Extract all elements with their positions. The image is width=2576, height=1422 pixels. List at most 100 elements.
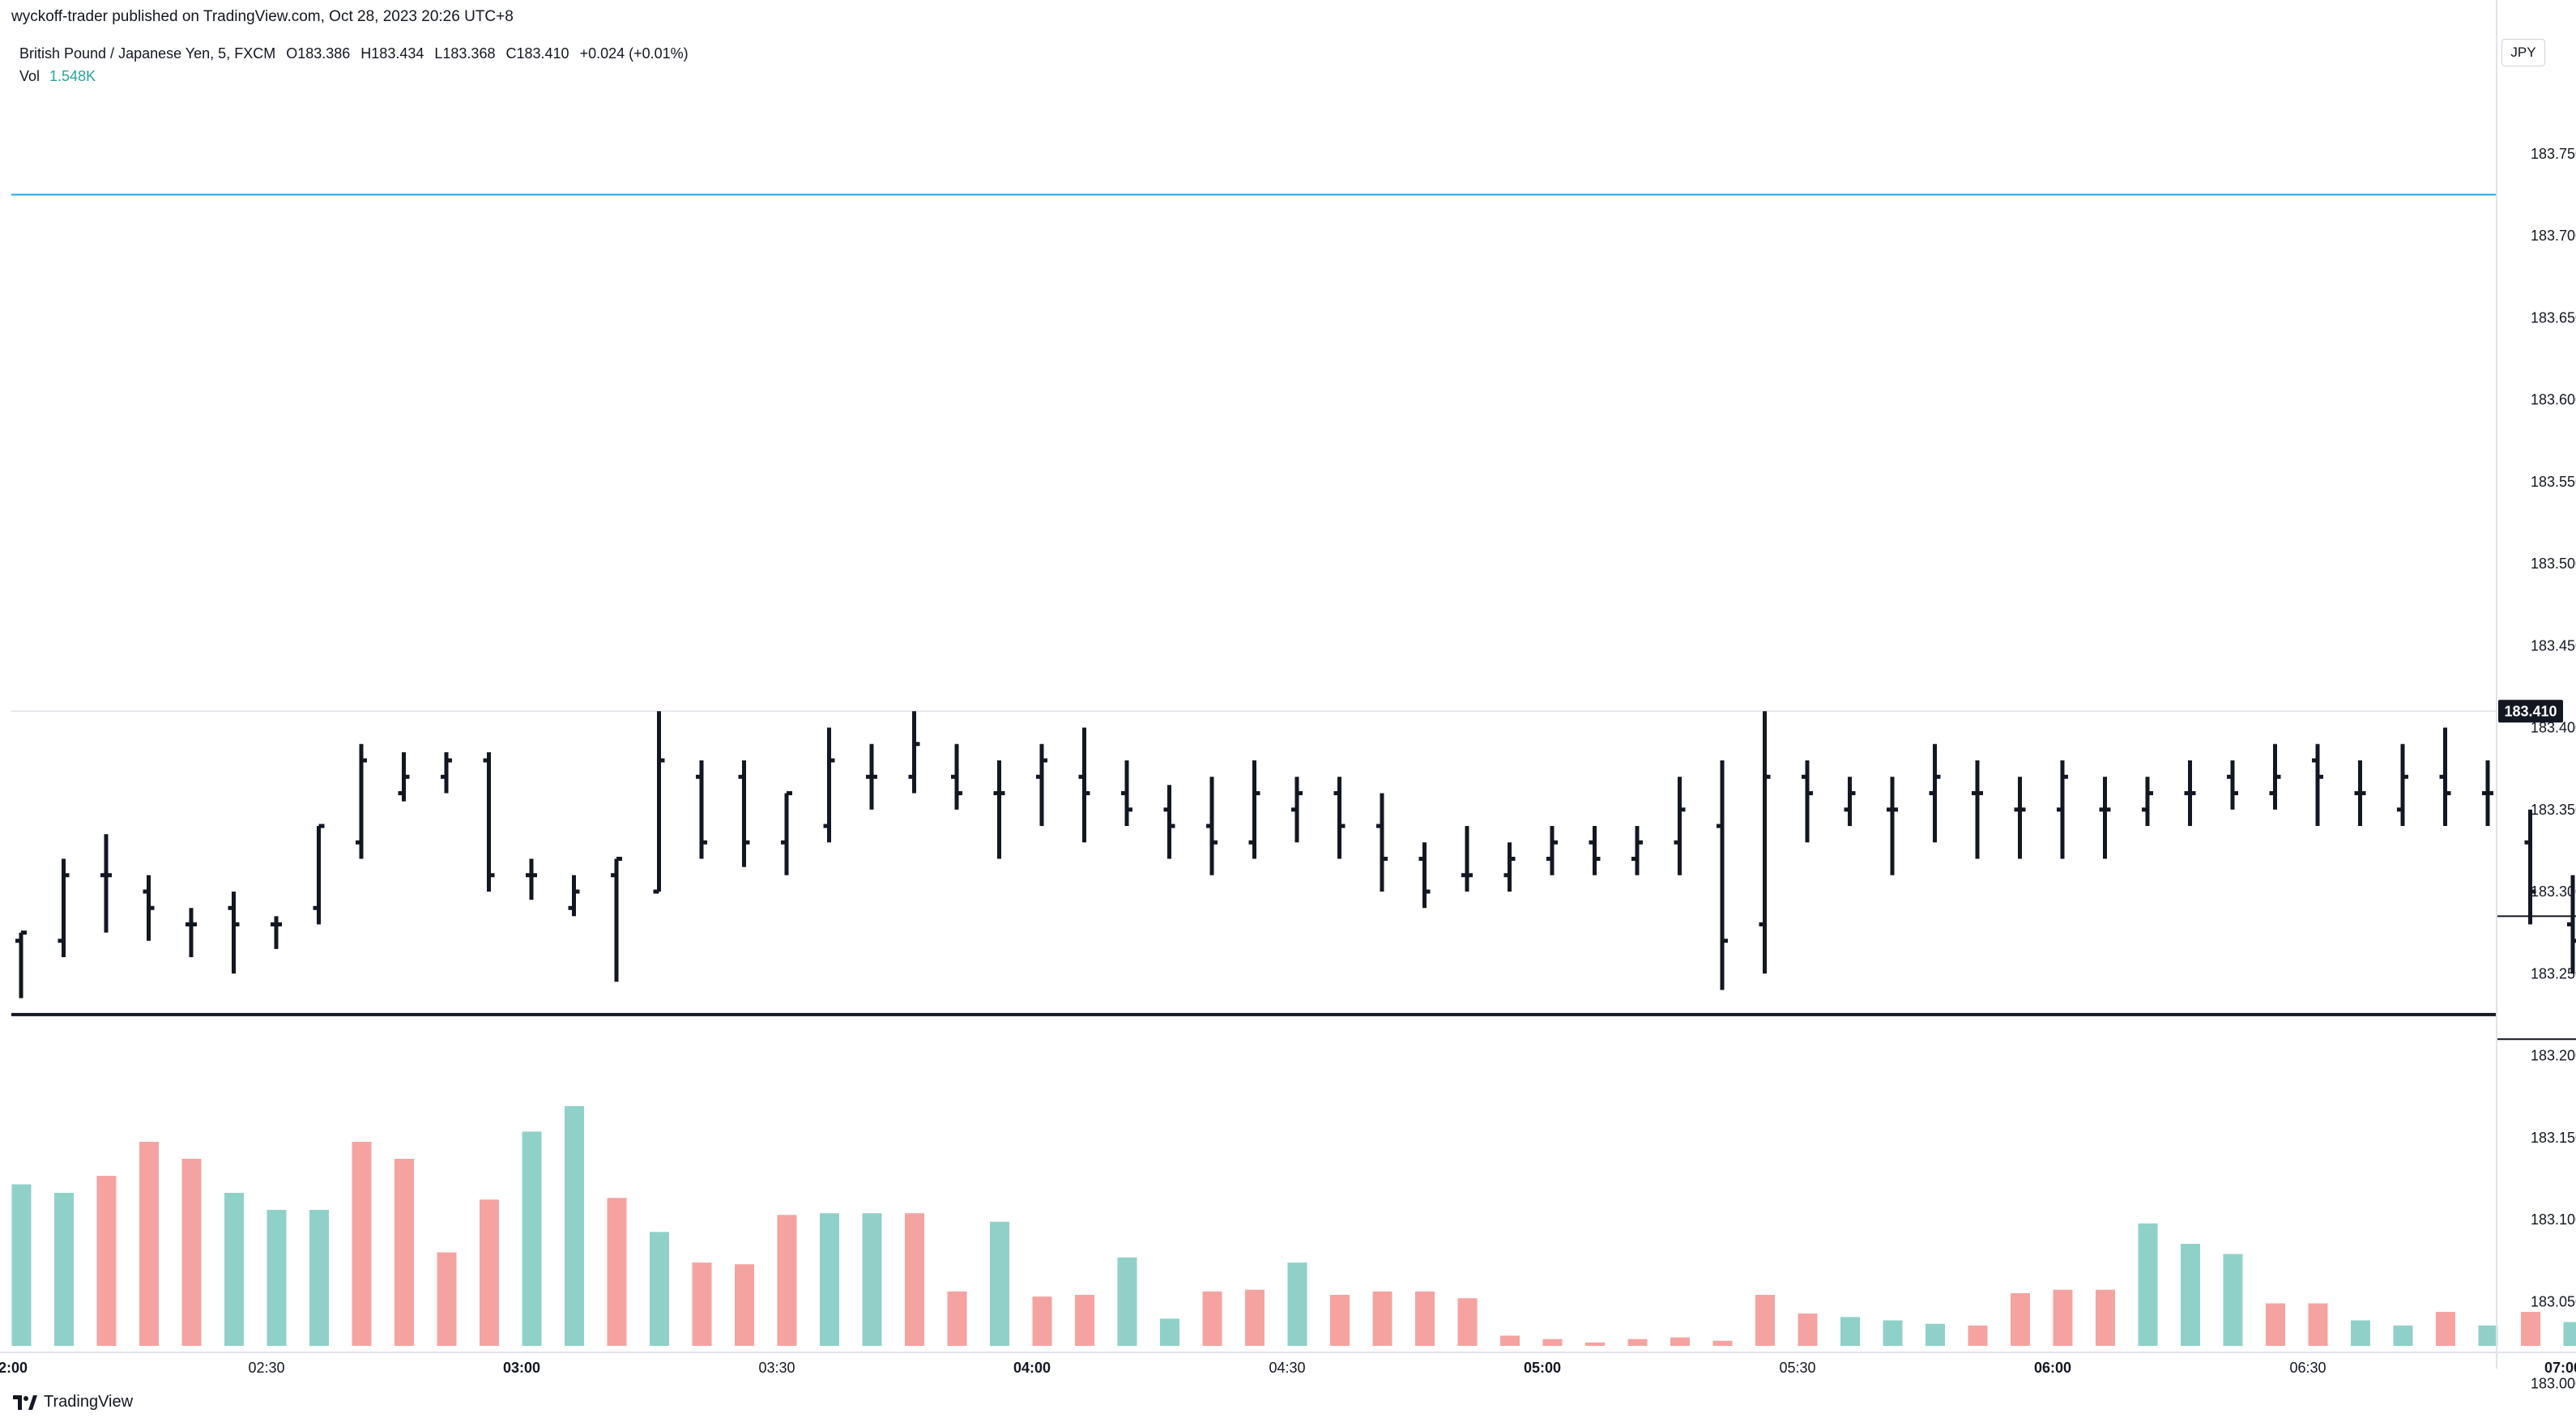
- tradingview-logo[interactable]: TradingView: [13, 1393, 133, 1411]
- volume-bar: [1627, 1339, 1648, 1346]
- time-tick-label: 03:00: [503, 1360, 540, 1376]
- symbol-legend: British Pound / Japanese Yen, 5, FXCM O1…: [19, 42, 695, 87]
- volume-bar: [1202, 1291, 1222, 1346]
- ohlc-bar: [1802, 760, 1813, 843]
- legend-volume-row: Vol 1.548K: [19, 65, 695, 87]
- volume-bar: [181, 1159, 202, 1346]
- ohlc-bar: [2439, 727, 2451, 826]
- ohlc-bar: [313, 824, 325, 925]
- symbol-name[interactable]: British Pound / Japanese Yen, 5, FXCM: [19, 45, 276, 62]
- price-tick-label: 183.500: [2531, 556, 2576, 572]
- ohlc-bar: [2057, 760, 2068, 859]
- price-tick-label: 183.250: [2531, 965, 2576, 981]
- volume-bar: [777, 1215, 797, 1346]
- volume-bar: [267, 1210, 287, 1346]
- volume-bar: [1883, 1320, 1903, 1346]
- currency-button[interactable]: JPY: [2501, 39, 2545, 66]
- ohlc-bar: [2142, 777, 2153, 826]
- volume-bar: [2521, 1312, 2540, 1346]
- ohlc-bar: [1674, 777, 1686, 875]
- volume-bar: [2436, 1312, 2455, 1346]
- ohlc-bar: [15, 930, 27, 998]
- volume-bar: [1287, 1262, 1307, 1346]
- volume-bar: [1585, 1342, 1605, 1346]
- volume-bar: [2308, 1303, 2328, 1346]
- ohlc-bar: [1631, 826, 1643, 875]
- ohlc-bar: [271, 916, 282, 949]
- ohlc-bar: [1333, 777, 1346, 859]
- time-tick-label: 05:00: [1524, 1360, 1561, 1376]
- close-value: C183.410: [505, 45, 569, 62]
- ohlc-bar: [1759, 711, 1771, 974]
- volume-histogram: [11, 1105, 2576, 1346]
- volume-bar: [1755, 1295, 1775, 1346]
- drawn-lines[interactable]: [11, 194, 2576, 1041]
- time-tick-label: 06:30: [2289, 1360, 2326, 1376]
- ohlc-bar: [2354, 760, 2366, 826]
- price-tick-label: 183.750: [2531, 146, 2576, 162]
- ohlc-bar: [1291, 777, 1303, 843]
- volume-bar: [2096, 1289, 2115, 1346]
- ohlc-bar: [2184, 760, 2196, 826]
- ohlc-bar: [1844, 777, 1856, 826]
- volume-bar: [1968, 1325, 1988, 1346]
- volume-bar: [1798, 1313, 1818, 1346]
- ohlc-bar: [1461, 826, 1473, 892]
- ohlc-bar: [1376, 793, 1388, 892]
- volume-bar: [1160, 1318, 1179, 1346]
- price-tick-label: 183.200: [2531, 1048, 2576, 1064]
- ohlc-bar: [908, 711, 920, 794]
- volume-bar: [1372, 1291, 1392, 1346]
- ohlc-bar: [611, 857, 622, 982]
- time-tick-label: 04:00: [1013, 1360, 1051, 1376]
- volume-bar: [1032, 1296, 1052, 1346]
- price-tick-label: 183.600: [2531, 392, 2576, 408]
- ohlc-bar: [143, 875, 155, 941]
- vol-label[interactable]: Vol: [19, 68, 41, 84]
- volume-bar: [692, 1262, 712, 1346]
- ohlc-bar: [2482, 760, 2493, 826]
- ohlc-bar: [1717, 760, 1728, 990]
- volume-bar: [905, 1213, 924, 1346]
- volume-bar: [2351, 1320, 2370, 1346]
- price-tick-label: 183.550: [2531, 474, 2576, 490]
- ohlc-bar: [1887, 777, 1898, 875]
- volume-bar: [2053, 1289, 2073, 1346]
- time-tick-label: 02:30: [248, 1360, 284, 1376]
- time-tick-label: 05:30: [1779, 1360, 1815, 1376]
- high-value: H183.434: [360, 45, 424, 62]
- ohlc-bar: [526, 858, 537, 900]
- volume-bar: [2266, 1303, 2285, 1346]
- time-tick-label: 2:00: [0, 1360, 28, 1376]
- publisher-header: wyckoff-trader published on TradingView.…: [11, 8, 514, 25]
- ohlc-bar: [100, 834, 112, 933]
- ohlc-bar: [1503, 842, 1516, 892]
- price-tick-label: 183.350: [2531, 802, 2576, 818]
- ohlc-bar: [568, 875, 580, 917]
- volume-bar: [2138, 1223, 2158, 1346]
- ohlc-bar: [2099, 777, 2111, 859]
- ohlc-bar: [356, 743, 367, 859]
- volume-bar: [947, 1291, 967, 1346]
- volume-bar: [1245, 1289, 1265, 1346]
- tradingview-logo-icon: [13, 1394, 37, 1410]
- ohlc-bar: [2312, 743, 2323, 826]
- ohlc-bar: [1972, 760, 1983, 859]
- volume-bar: [565, 1105, 584, 1346]
- ohlc-bar: [823, 727, 835, 843]
- volume-bar: [2478, 1325, 2498, 1346]
- legend-ohlc-row: British Pound / Japanese Yen, 5, FXCM O1…: [19, 42, 695, 65]
- volume-bar: [650, 1232, 669, 1346]
- ohlc-bar: [1206, 777, 1218, 875]
- volume-bar: [96, 1176, 117, 1346]
- ohlc-bar: [1163, 785, 1175, 859]
- ohlc-bar: [2014, 777, 2026, 859]
- axes: 183.000 183.050 183.100 183.150 183.200 183.2…: [0, 0, 2576, 1392]
- ohlc-bar: [228, 892, 240, 974]
- volume-bar: [2011, 1292, 2030, 1346]
- vol-value: 1.548K: [49, 68, 96, 84]
- time-tick-label: 06:00: [2034, 1360, 2071, 1376]
- volume-bar: [990, 1221, 1009, 1346]
- volume-bar: [2563, 1322, 2576, 1346]
